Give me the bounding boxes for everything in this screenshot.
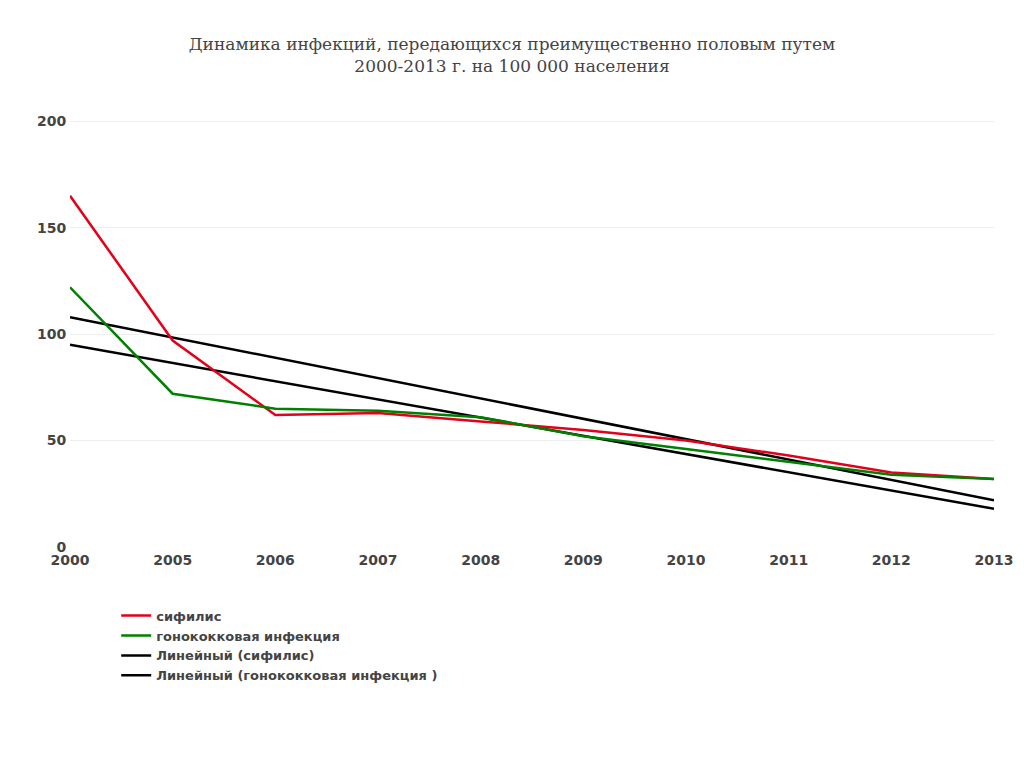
svg-text:сифилис: сифилис — [156, 609, 221, 624]
svg-text:2011: 2011 — [769, 552, 808, 568]
svg-text:200: 200 — [37, 113, 66, 129]
svg-text:150: 150 — [37, 220, 66, 236]
svg-text:гонококковая инфекция: гонококковая инфекция — [156, 629, 340, 644]
svg-text:2006: 2006 — [256, 552, 295, 568]
svg-text:0: 0 — [56, 539, 66, 555]
svg-text:2007: 2007 — [359, 552, 398, 568]
svg-text:2009: 2009 — [564, 552, 603, 568]
svg-text:Динамика инфекций, передающихс: Динамика инфекций, передающихся преимуще… — [189, 34, 835, 76]
svg-text:2012: 2012 — [872, 552, 911, 568]
svg-text:2013: 2013 — [975, 552, 1014, 568]
svg-text:2000: 2000 — [51, 552, 90, 568]
svg-text:100: 100 — [37, 326, 66, 342]
svg-text:2005: 2005 — [153, 552, 192, 568]
svg-text:50: 50 — [47, 432, 67, 448]
svg-text:Линейный (сифилис): Линейный (сифилис) — [156, 648, 314, 663]
svg-text:Линейный (гонококковая инфекци: Линейный (гонококковая инфекция ) — [156, 668, 437, 683]
svg-text:2008: 2008 — [461, 552, 500, 568]
svg-text:2010: 2010 — [667, 552, 706, 568]
